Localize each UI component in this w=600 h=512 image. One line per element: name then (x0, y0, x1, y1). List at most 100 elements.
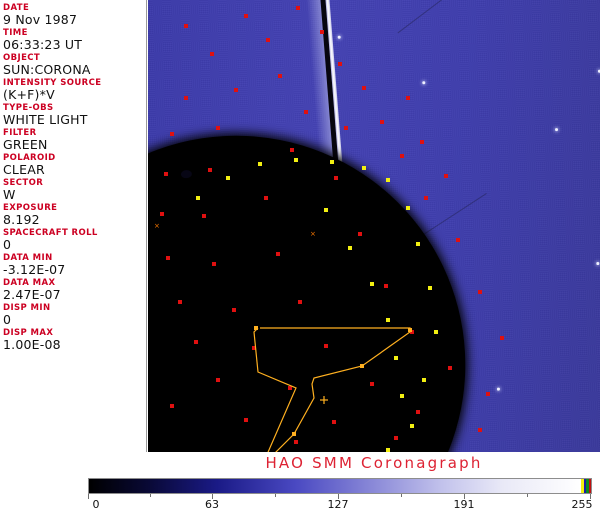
marker-red (164, 172, 168, 176)
metadata-value: 0 (3, 312, 12, 327)
marker-yellow (294, 158, 298, 162)
marker-yellow (416, 242, 420, 246)
metadata-value: 1.00E-08 (3, 337, 61, 352)
marker-yellow (400, 394, 404, 398)
annotation-outline (253, 327, 411, 452)
marker-red (324, 344, 328, 348)
metadata-value: 06:33:23 UT (3, 37, 83, 52)
metadata-value: GREEN (3, 137, 48, 152)
marker-cross: × (154, 222, 160, 230)
marker-red (170, 404, 174, 408)
marker-red (370, 382, 374, 386)
colorbar-tick (464, 494, 465, 499)
marker-red (290, 148, 294, 152)
colorbar-swatch (581, 479, 584, 493)
marker-red (304, 110, 308, 114)
marker-yellow (406, 206, 410, 210)
metadata-label: DISP MAX (3, 328, 54, 338)
metadata-row: SECTOR W (3, 178, 146, 202)
marker-red (264, 196, 268, 200)
metadata-label: DISP MIN (3, 303, 51, 313)
marker-red (456, 238, 460, 242)
marker-red (208, 168, 212, 172)
metadata-row: FILTER GREEN (3, 128, 146, 152)
marker-red (344, 126, 348, 130)
annotation-vertex (360, 364, 364, 368)
metadata-row: OBJECT SUN:CORONA (3, 53, 146, 77)
colorbar-tick-label: 255 (571, 498, 593, 511)
marker-red (424, 196, 428, 200)
marker-red (276, 252, 280, 256)
metadata-row: TIME 06:33:23 UT (3, 28, 146, 52)
marker-yellow (362, 166, 366, 170)
marker-red (216, 126, 220, 130)
marker-red (244, 14, 248, 18)
colorbar-gradient (89, 479, 581, 493)
marker-red (406, 96, 410, 100)
marker-yellow (410, 424, 414, 428)
metadata-label: DATE (3, 3, 30, 13)
page-title: HAO SMM Coronagraph (265, 454, 483, 472)
marker-red (244, 418, 248, 422)
colorbar-tick (590, 494, 591, 499)
metadata-value: CLEAR (3, 162, 45, 177)
metadata-panel: DATE 9 Nov 1987 TIME 06:33:23 UT OBJECT SUN:C… (0, 0, 147, 452)
marker-red (160, 212, 164, 216)
metadata-label: DATA MAX (3, 278, 56, 288)
marker-red (296, 6, 300, 10)
metadata-row: DISP MAX 1.00E-08 (3, 328, 146, 352)
marker-red (216, 378, 220, 382)
marker-red (332, 420, 336, 424)
colorbar-tick (88, 494, 89, 499)
marker-red (184, 96, 188, 100)
annotation-vertex (292, 432, 296, 436)
metadata-row: INTENSITY SOURCE (K+F)*V (3, 78, 146, 102)
marker-red (232, 308, 236, 312)
marker-yellow (394, 356, 398, 360)
colorbar-tick (212, 494, 214, 499)
metadata-label: DATA MIN (3, 253, 53, 263)
metadata-value: -3.12E-07 (3, 262, 66, 277)
polygon-annotation (253, 326, 412, 452)
metadata-value: SUN:CORONA (3, 62, 91, 77)
metadata-label: INTENSITY SOURCE (3, 78, 102, 88)
marker-red (234, 88, 238, 92)
colorbar[interactable] (88, 478, 592, 494)
marker-red (500, 336, 504, 340)
colorbar-minor-tick (275, 494, 277, 497)
marker-red (334, 176, 338, 180)
marker-yellow (348, 246, 352, 250)
metadata-label: TIME (3, 28, 28, 38)
metadata-row: DISP MIN 0 (3, 303, 146, 327)
marker-red (394, 436, 398, 440)
metadata-label: EXPOSURE (3, 203, 58, 213)
marker-yellow (196, 196, 200, 200)
marker-yellow (434, 330, 438, 334)
coronagraph-image-panel[interactable]: ×× ++ (148, 0, 600, 452)
marker-red (202, 214, 206, 218)
colorbar-tick-label: 0 (92, 498, 100, 511)
metadata-row: TYPE-OBS WHITE LIGHT (3, 103, 146, 127)
marker-red (358, 232, 362, 236)
marker-red (184, 24, 188, 28)
metadata-label: SPACECRAFT ROLL (3, 228, 98, 238)
metadata-row: EXPOSURE 8.192 (3, 203, 146, 227)
marker-red (478, 428, 482, 432)
marker-red (298, 300, 302, 304)
colorbar-tick-label: 63 (205, 498, 220, 511)
marker-cross: × (310, 230, 316, 238)
marker-yellow (258, 162, 262, 166)
metadata-row: DATA MIN -3.12E-07 (3, 253, 146, 277)
colorbar-ticks (88, 494, 592, 500)
colorbar-tick-labels: 0 63 127 191 255 (88, 498, 593, 512)
metadata-value: WHITE LIGHT (3, 112, 88, 127)
metadata-row: POLAROID CLEAR (3, 153, 146, 177)
metadata-value: 9 Nov 1987 (3, 12, 78, 27)
marker-red (444, 174, 448, 178)
colorbar-tick (338, 494, 340, 499)
metadata-value: 2.47E-07 (3, 287, 61, 302)
annotation-vertex (408, 328, 412, 332)
metadata-value: 8.192 (3, 212, 40, 227)
metadata-label: POLAROID (3, 153, 56, 163)
